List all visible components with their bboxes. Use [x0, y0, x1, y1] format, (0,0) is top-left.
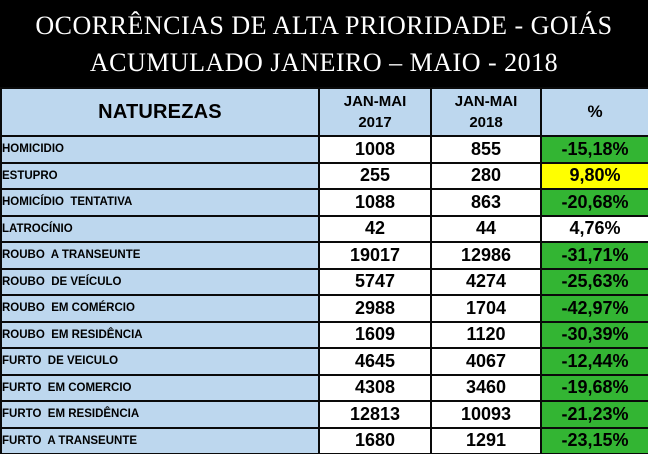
table-row: FURTO EM COMERCIO 4308 3460 -19,68% [0, 373, 648, 402]
value-2018-cell: 44 [430, 214, 542, 243]
natureza-cell: FURTO DE VEICULO [0, 347, 320, 376]
natureza-cell: FURTO EM COMERCIO [0, 373, 320, 402]
table-row: ROUBO EM RESIDÊNCIA 1609 1120 -30,39% [0, 320, 648, 349]
value-2018-cell: 12986 [430, 241, 542, 270]
percent-cell: 4,76% [540, 214, 648, 243]
slide-title-line1: OCORRÊNCIAS DE ALTA PRIORIDADE - GOIÁS [35, 11, 613, 40]
value-2018-cell: 3460 [430, 373, 542, 402]
value-2018-cell: 863 [430, 188, 542, 217]
natureza-cell: ROUBO EM RESIDÊNCIA [0, 320, 320, 349]
percent-cell: -12,44% [540, 347, 648, 376]
percent-cell: -23,15% [540, 426, 648, 454]
value-2017-cell: 4308 [318, 373, 432, 402]
percent-cell: -31,71% [540, 241, 648, 270]
col-header-naturezas: NATUREZAS [0, 87, 320, 137]
table-row: HOMICIDIO 1008 855 -15,18% [0, 135, 648, 164]
value-2017-cell: 4645 [318, 347, 432, 376]
value-2017-cell: 12813 [318, 400, 432, 429]
natureza-cell: HOMICÍDIO TENTATIVA [0, 188, 320, 217]
value-2017-cell: 1088 [318, 188, 432, 217]
table-row: ROUBO DE VEÍCULO 5747 4274 -25,63% [0, 267, 648, 296]
table-row: HOMICÍDIO TENTATIVA 1088 863 -20,68% [0, 188, 648, 217]
table-body: HOMICIDIO 1008 855 -15,18% ESTUPRO 255 280 9,80… [0, 135, 648, 454]
natureza-cell: LATROCÍNIO [0, 214, 320, 243]
slide-title-line2: ACUMULADO JANEIRO – MAIO - 2018 [89, 48, 559, 77]
value-2017-cell: 19017 [318, 241, 432, 270]
table-row: FURTO A TRANSEUNTE 1680 1291 -23,15% [0, 426, 648, 454]
percent-cell: 9,80% [540, 161, 648, 190]
value-2017-cell: 5747 [318, 267, 432, 296]
value-2018-cell: 4067 [430, 347, 542, 376]
table-row: FURTO DE VEICULO 4645 4067 -12,44% [0, 347, 648, 376]
col-header-jan-mai-2017: JAN-MAI 2017 [318, 87, 432, 137]
col-header-percent: % [540, 87, 648, 137]
table-row: ROUBO A TRANSEUNTE 19017 12986 -31,71% [0, 241, 648, 270]
value-2018-cell: 4274 [430, 267, 542, 296]
col-header-2017-line2: 2017 [358, 114, 392, 131]
slide-title: OCORRÊNCIAS DE ALTA PRIORIDADE - GOIÁS A… [0, 0, 648, 87]
percent-cell: -20,68% [540, 188, 648, 217]
value-2017-cell: 255 [318, 161, 432, 190]
table-row: LATROCÍNIO 42 44 4,76% [0, 214, 648, 243]
col-header-2018-line2: 2018 [469, 114, 503, 131]
value-2018-cell: 1120 [430, 320, 542, 349]
value-2017-cell: 42 [318, 214, 432, 243]
percent-cell: -15,18% [540, 135, 648, 164]
natureza-cell: ROUBO A TRANSEUNTE [0, 241, 320, 270]
natureza-cell: HOMICIDIO [0, 135, 320, 164]
percent-cell: -30,39% [540, 320, 648, 349]
col-header-jan-mai-2018: JAN-MAI 2018 [430, 87, 542, 137]
table-row: ROUBO EM COMÉRCIO 2988 1704 -42,97% [0, 294, 648, 323]
value-2018-cell: 1291 [430, 426, 542, 454]
value-2018-cell: 280 [430, 161, 542, 190]
table-row: FURTO EM RESIDÊNCIA 12813 10093 -21,23% [0, 400, 648, 429]
natureza-cell: ROUBO EM COMÉRCIO [0, 294, 320, 323]
percent-cell: -42,97% [540, 294, 648, 323]
percent-cell: -19,68% [540, 373, 648, 402]
col-header-2018-line1: JAN-MAI [454, 93, 518, 110]
natureza-cell: FURTO EM RESIDÊNCIA [0, 400, 320, 429]
natureza-cell: ESTUPRO [0, 161, 320, 190]
value-2017-cell: 2988 [318, 294, 432, 323]
col-header-2017-line1: JAN-MAI [343, 93, 407, 110]
value-2018-cell: 855 [430, 135, 542, 164]
table-header: NATUREZAS JAN-MAI 2017 JAN-MAI 2018 % [0, 87, 648, 137]
percent-cell: -25,63% [540, 267, 648, 296]
occurrences-table: NATUREZAS JAN-MAI 2017 JAN-MAI 2018 % HO… [0, 87, 648, 454]
value-2017-cell: 1680 [318, 426, 432, 454]
value-2018-cell: 1704 [430, 294, 542, 323]
header-row: NATUREZAS JAN-MAI 2017 JAN-MAI 2018 % [0, 87, 648, 137]
value-2017-cell: 1008 [318, 135, 432, 164]
table-row: ESTUPRO 255 280 9,80% [0, 161, 648, 190]
natureza-cell: FURTO A TRANSEUNTE [0, 426, 320, 454]
percent-cell: -21,23% [540, 400, 648, 429]
natureza-cell: ROUBO DE VEÍCULO [0, 267, 320, 296]
value-2017-cell: 1609 [318, 320, 432, 349]
value-2018-cell: 10093 [430, 400, 542, 429]
